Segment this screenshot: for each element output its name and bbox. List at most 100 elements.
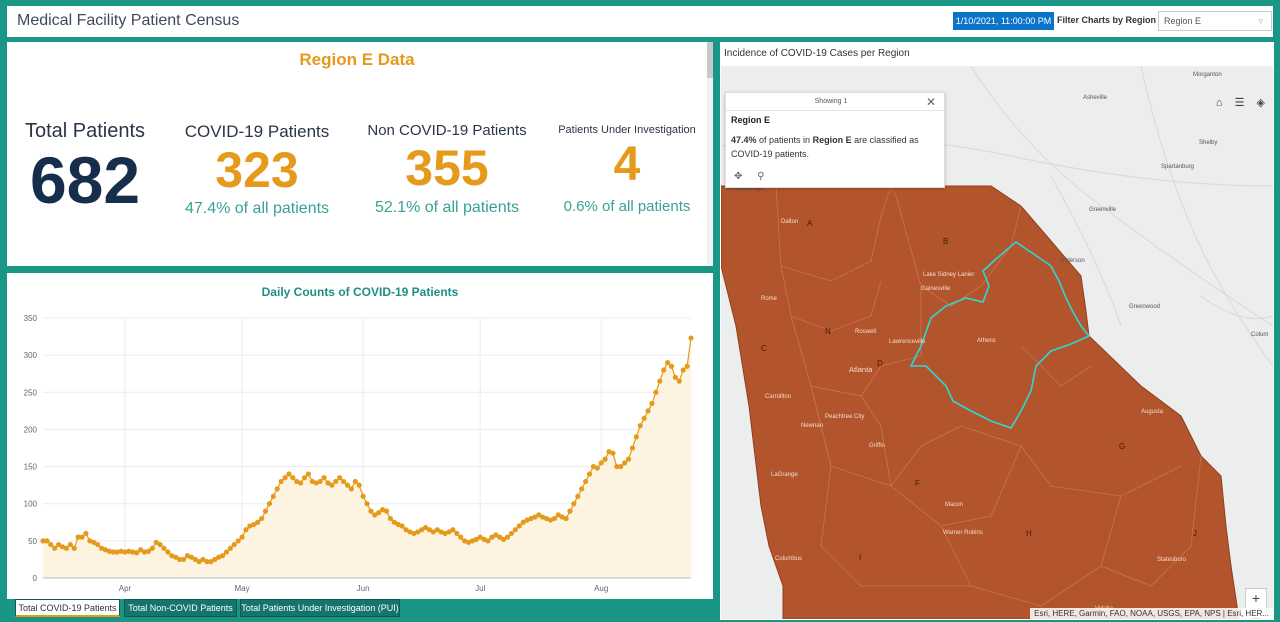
data-point[interactable] bbox=[547, 517, 554, 523]
map-regions[interactable] bbox=[721, 185, 1240, 619]
data-point[interactable] bbox=[504, 534, 511, 540]
data-point[interactable] bbox=[333, 478, 339, 485]
map-svg[interactable]: A B C N D F G H I J Morganton Asheville Shelby Chatt… bbox=[721, 66, 1273, 619]
data-point[interactable] bbox=[348, 486, 354, 492]
data-point[interactable] bbox=[606, 449, 612, 455]
data-point[interactable] bbox=[87, 538, 93, 544]
tab-total-covid[interactable]: Total COVID-19 Patients bbox=[15, 599, 120, 617]
data-point[interactable] bbox=[684, 363, 690, 369]
data-point[interactable] bbox=[278, 478, 284, 485]
data-point[interactable] bbox=[137, 547, 144, 553]
layers-icon[interactable]: ◈ bbox=[1256, 97, 1265, 109]
data-point[interactable] bbox=[259, 515, 265, 522]
data-point[interactable] bbox=[645, 408, 651, 414]
data-point[interactable] bbox=[559, 514, 565, 520]
data-point[interactable] bbox=[130, 549, 136, 555]
data-point[interactable] bbox=[629, 445, 636, 451]
data-point[interactable] bbox=[344, 482, 351, 488]
data-point[interactable] bbox=[75, 534, 81, 540]
tab-total-pui[interactable]: Total Patients Under Investigation (PUI) bbox=[240, 599, 400, 617]
zoom-in-button[interactable]: + bbox=[1251, 590, 1261, 606]
data-point[interactable] bbox=[56, 541, 62, 548]
data-point[interactable] bbox=[583, 478, 589, 485]
data-point[interactable] bbox=[387, 515, 394, 522]
data-point[interactable] bbox=[270, 493, 276, 499]
data-point[interactable] bbox=[255, 519, 261, 525]
data-point[interactable] bbox=[602, 456, 608, 462]
data-point[interactable] bbox=[223, 549, 230, 555]
data-point[interactable] bbox=[426, 527, 433, 533]
tab-total-noncovid[interactable]: Total Non-COVID Patients bbox=[124, 599, 237, 617]
data-point[interactable] bbox=[313, 480, 319, 486]
data-point[interactable] bbox=[571, 501, 577, 507]
legend-icon[interactable]: ☰ bbox=[1234, 97, 1245, 109]
data-point[interactable] bbox=[528, 515, 534, 522]
data-point[interactable] bbox=[551, 515, 557, 522]
data-point[interactable] bbox=[532, 514, 538, 520]
scrollbar[interactable] bbox=[707, 42, 713, 266]
close-icon[interactable]: ✕ bbox=[925, 95, 936, 109]
data-point[interactable] bbox=[247, 523, 253, 529]
data-point[interactable] bbox=[309, 478, 315, 485]
data-point[interactable] bbox=[305, 471, 312, 477]
data-point[interactable] bbox=[251, 521, 257, 528]
data-point[interactable] bbox=[360, 493, 366, 499]
data-point[interactable] bbox=[180, 556, 187, 563]
data-point[interactable] bbox=[512, 527, 518, 533]
pan-icon[interactable]: ✥ bbox=[734, 171, 743, 182]
data-point[interactable] bbox=[106, 548, 112, 554]
data-point[interactable] bbox=[337, 475, 343, 481]
data-point[interactable] bbox=[329, 482, 335, 488]
data-point[interactable] bbox=[114, 549, 120, 555]
data-point[interactable] bbox=[59, 544, 66, 550]
zoom-to-icon[interactable]: ⚲ bbox=[757, 171, 765, 182]
data-point[interactable] bbox=[383, 508, 390, 514]
data-point[interactable] bbox=[44, 538, 50, 544]
data-point[interactable] bbox=[442, 530, 448, 537]
data-point[interactable] bbox=[321, 475, 327, 481]
data-point[interactable] bbox=[465, 539, 472, 545]
data-point[interactable] bbox=[676, 378, 682, 384]
data-point[interactable] bbox=[598, 460, 604, 466]
data-point[interactable] bbox=[477, 534, 483, 540]
data-point[interactable] bbox=[40, 538, 46, 544]
data-point[interactable] bbox=[141, 549, 148, 555]
data-point[interactable] bbox=[169, 553, 175, 559]
data-point[interactable] bbox=[95, 541, 101, 548]
data-point[interactable] bbox=[668, 363, 675, 369]
data-point[interactable] bbox=[266, 501, 273, 507]
data-point[interactable] bbox=[446, 529, 452, 535]
data-point[interactable] bbox=[664, 359, 671, 366]
data-point[interactable] bbox=[610, 450, 616, 456]
data-point[interactable] bbox=[458, 534, 464, 540]
data-point[interactable] bbox=[594, 465, 600, 471]
data-point[interactable] bbox=[290, 475, 296, 481]
data-point[interactable] bbox=[122, 549, 128, 555]
data-point[interactable] bbox=[540, 514, 546, 520]
data-point[interactable] bbox=[219, 553, 226, 559]
data-point[interactable] bbox=[579, 486, 585, 492]
data-point[interactable] bbox=[493, 532, 499, 538]
region-select[interactable]: Region E ▿ bbox=[1158, 11, 1272, 31]
data-point[interactable] bbox=[536, 512, 542, 518]
data-point[interactable] bbox=[633, 434, 639, 440]
data-point[interactable] bbox=[395, 521, 401, 528]
data-point[interactable] bbox=[407, 529, 413, 535]
data-point[interactable] bbox=[134, 550, 140, 556]
data-point[interactable] bbox=[489, 534, 495, 540]
data-point[interactable] bbox=[438, 529, 444, 535]
data-point[interactable] bbox=[403, 527, 409, 533]
data-point[interactable] bbox=[227, 545, 233, 551]
data-point[interactable] bbox=[516, 523, 522, 529]
data-point[interactable] bbox=[657, 378, 663, 384]
data-point[interactable] bbox=[399, 523, 405, 529]
data-point[interactable] bbox=[212, 556, 218, 563]
data-point[interactable] bbox=[497, 534, 503, 540]
data-point[interactable] bbox=[231, 541, 237, 548]
data-point[interactable] bbox=[188, 554, 194, 560]
data-point[interactable] bbox=[614, 463, 620, 470]
data-point[interactable] bbox=[48, 541, 54, 548]
data-point[interactable] bbox=[364, 501, 370, 507]
data-point[interactable] bbox=[352, 478, 358, 485]
data-point[interactable] bbox=[157, 541, 163, 548]
